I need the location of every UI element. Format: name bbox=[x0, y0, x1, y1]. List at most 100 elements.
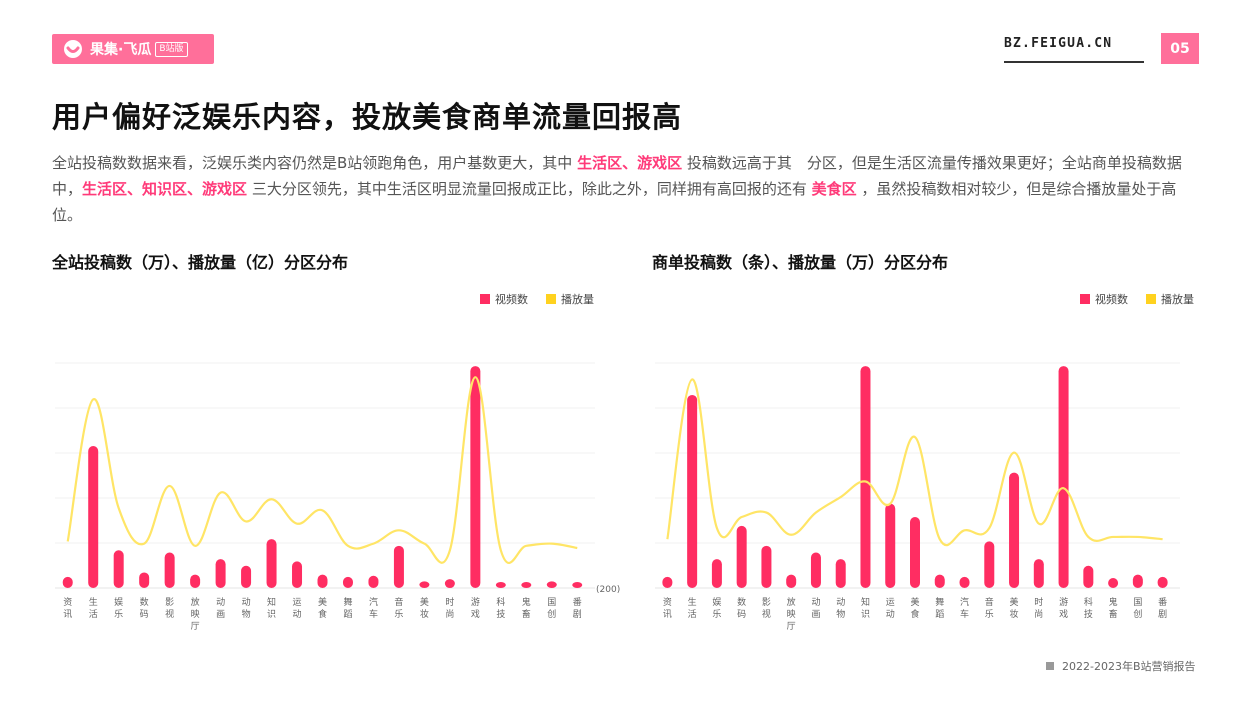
x-tick-label: 美食 bbox=[318, 596, 327, 620]
x-tick-label: 生活 bbox=[688, 596, 697, 620]
bar-知识 bbox=[860, 366, 871, 588]
bar-娱乐 bbox=[711, 559, 722, 588]
bar-汽车 bbox=[368, 575, 379, 588]
bar-动物 bbox=[835, 559, 846, 588]
x-tick-label: 游戏 bbox=[471, 596, 480, 620]
x-tick-label: 番剧 bbox=[1158, 596, 1167, 620]
legend-swatch-line bbox=[546, 294, 556, 304]
bar-游戏 bbox=[1058, 366, 1069, 588]
x-tick-label: 动画 bbox=[811, 597, 820, 620]
bar-动画 bbox=[215, 559, 226, 588]
bar-鬼畜 bbox=[521, 582, 532, 588]
x-tick-label: 舞蹈 bbox=[343, 597, 352, 620]
x-tick-label: 时尚 bbox=[1034, 596, 1043, 620]
x-tick-label: 汽车 bbox=[960, 596, 969, 620]
bar-资讯 bbox=[62, 576, 73, 588]
x-tick-label: 音乐 bbox=[394, 596, 403, 620]
bar-游戏 bbox=[470, 366, 481, 588]
x-tick-label: 国创 bbox=[1133, 597, 1142, 620]
gridlines bbox=[655, 362, 1180, 544]
legend-item-bar: 视频数 bbox=[480, 291, 528, 307]
x-tick-label: 生活 bbox=[89, 596, 98, 620]
site-url: BZ.FEIGUA.CN bbox=[1004, 36, 1113, 51]
x-tick-label: 娱乐 bbox=[114, 596, 123, 620]
x-tick-label: 国创 bbox=[547, 597, 556, 620]
desc-highlight-3: 美食区 bbox=[811, 180, 857, 198]
bar-番剧 bbox=[1157, 576, 1168, 588]
bar-科技 bbox=[495, 582, 506, 588]
chart-2-title: 商单投稿数（条）、播放量（万）分区分布 bbox=[652, 253, 949, 272]
x-tick-label: 音乐 bbox=[985, 596, 994, 620]
bar-汽车 bbox=[959, 576, 970, 588]
x-tick-label: 动画 bbox=[216, 597, 225, 620]
x-tick-label: 舞蹈 bbox=[935, 597, 944, 620]
brand-logo: 果集·飞瓜 B站版 bbox=[52, 34, 214, 64]
x-tick-label: 知识 bbox=[267, 596, 276, 620]
bar-生活 bbox=[687, 394, 698, 588]
desc-text-3: 三大分区领先，其中生活区明显流量回报成正比，除此之外，同样拥有高回报的还有 bbox=[251, 180, 807, 198]
page-number: 05 bbox=[1161, 33, 1199, 64]
bar-鬼畜 bbox=[1108, 578, 1119, 588]
x-tick-label: 科技 bbox=[1084, 596, 1093, 620]
series-line-播放量 bbox=[66, 376, 578, 564]
x-tick-label: 运动 bbox=[886, 597, 895, 620]
legend-item-bar: 视频数 bbox=[1080, 291, 1128, 307]
x-tick-label: 科技 bbox=[496, 596, 505, 620]
x-tick-label: 知识 bbox=[861, 596, 870, 620]
x-tick-label: 影视 bbox=[165, 597, 174, 620]
bar-娱乐 bbox=[113, 550, 124, 588]
chart-1-title: 全站投稿数（万）、播放量（亿）分区分布 bbox=[52, 253, 349, 272]
desc-highlight-2: 生活区、知识区、游戏区 bbox=[82, 180, 248, 198]
legend-swatch-bar bbox=[1080, 294, 1090, 304]
series-line-播放量 bbox=[666, 378, 1163, 547]
bar-知识 bbox=[266, 539, 277, 588]
legend-swatch-bar bbox=[480, 294, 490, 304]
desc-text-4: ，虽然投稿数相对较少，但是综合播放量处于高位。 bbox=[52, 180, 1177, 224]
chart-2-legend: 视频数 播放量 bbox=[1062, 291, 1194, 307]
x-tick-label: 资讯 bbox=[63, 597, 72, 620]
x-tick-label: 资讯 bbox=[663, 597, 672, 620]
bar-时尚 bbox=[444, 579, 455, 588]
site-underline bbox=[1004, 61, 1144, 63]
bar-运动 bbox=[885, 503, 896, 588]
x-tick-label: 数码 bbox=[737, 596, 746, 620]
bar-动画 bbox=[810, 552, 821, 588]
bar-音乐 bbox=[984, 541, 995, 588]
x-tick-label: 放映厅 bbox=[787, 596, 796, 632]
gridlines bbox=[55, 362, 595, 544]
desc-highlight-1: 生活区、游戏区 bbox=[577, 154, 683, 172]
bar-番剧 bbox=[572, 582, 583, 588]
bar-数码 bbox=[736, 525, 747, 588]
x-tick-label: 美妆 bbox=[420, 596, 429, 620]
page-title: 用户偏好泛娱乐内容，投放美食商单流量回报高 bbox=[52, 100, 683, 134]
x-tick-label: 动物 bbox=[836, 597, 845, 620]
legend-label-line: 播放量 bbox=[561, 293, 594, 306]
footer-text: 2022-2023年B站营销报告 bbox=[1062, 660, 1196, 673]
bar-国创 bbox=[546, 581, 557, 588]
legend-swatch-line bbox=[1146, 294, 1156, 304]
x-tick-label: 动物 bbox=[242, 597, 251, 620]
x-tick-label: 时尚 bbox=[445, 596, 454, 620]
footer: 2022-2023年B站营销报告 bbox=[1046, 658, 1196, 674]
bar-美食 bbox=[910, 516, 920, 588]
x-tick-label: 游戏 bbox=[1059, 596, 1068, 620]
x-tick-label: 番剧 bbox=[573, 596, 582, 620]
x-tick-label: 影视 bbox=[762, 597, 771, 620]
bar-舞蹈 bbox=[342, 576, 353, 588]
logo-smile-icon bbox=[64, 40, 82, 58]
x-tick-label: 娱乐 bbox=[712, 596, 721, 620]
axis-note: (200) bbox=[596, 585, 620, 595]
x-tick-label: 汽车 bbox=[369, 596, 378, 620]
x-tick-label: 鬼畜 bbox=[522, 596, 531, 620]
legend-label-bar: 视频数 bbox=[495, 293, 528, 306]
bar-资讯 bbox=[662, 576, 673, 588]
x-tick-label: 美食 bbox=[910, 596, 919, 620]
desc-text-1: 全站投稿数数据来看，泛娱乐类内容仍然是B站领跑角色，用户基数更大，其中 bbox=[52, 154, 573, 172]
legend-item-line: 播放量 bbox=[546, 291, 594, 307]
bar-运动 bbox=[292, 561, 303, 588]
bar-放映厅 bbox=[786, 574, 797, 588]
bar-美妆 bbox=[419, 581, 430, 588]
desc-text-2: 投稿数远高于其 分区，但是生活区流量传播效果更好；全站商单投稿数据中， bbox=[52, 154, 1182, 198]
x-tick-label: 鬼畜 bbox=[1109, 596, 1118, 620]
